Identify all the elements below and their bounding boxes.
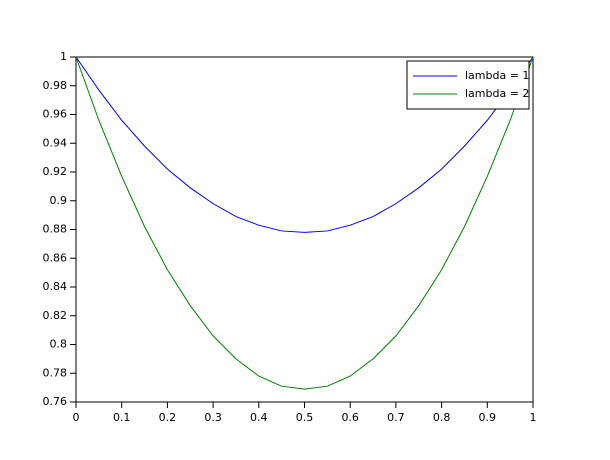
y-tick-label: 0.76 — [43, 395, 68, 408]
y-tick-label: 0.78 — [43, 366, 68, 379]
y-tick-label: 0.82 — [43, 309, 68, 322]
x-tick-label: 0.7 — [387, 411, 405, 424]
y-tick-label: 0.84 — [43, 280, 68, 293]
y-tick-label: 0.94 — [43, 136, 68, 149]
x-tick-label: 0.2 — [159, 411, 177, 424]
x-tick-label: 0.9 — [479, 411, 497, 424]
legend-box — [406, 60, 530, 110]
x-tick-label: 0 — [73, 411, 80, 424]
x-tick-label: 0.6 — [341, 411, 359, 424]
x-tick-label: 0.3 — [204, 411, 222, 424]
y-tick-label: 0.98 — [43, 79, 68, 92]
y-tick-label: 0.8 — [50, 338, 68, 351]
y-tick-label: 0.88 — [43, 223, 68, 236]
line — [75, 56, 534, 233]
x-tick-label: 0.5 — [296, 411, 314, 424]
y-tick-label: 1 — [60, 50, 67, 63]
y-tick-label: 0.86 — [43, 251, 68, 264]
y-tick-label: 0.96 — [43, 108, 68, 121]
line — [75, 56, 534, 390]
x-tick-label: 0.1 — [113, 411, 131, 424]
legend-label: lambda = 2 — [465, 87, 529, 100]
y-tick-label: 0.9 — [50, 194, 68, 207]
x-tick-label: 0.8 — [433, 411, 451, 424]
x-tick-label: 0.4 — [250, 411, 268, 424]
y-tick-label: 0.92 — [43, 165, 68, 178]
x-tick-label: 1 — [530, 411, 537, 424]
legend-label: lambda = 1 — [465, 69, 529, 82]
